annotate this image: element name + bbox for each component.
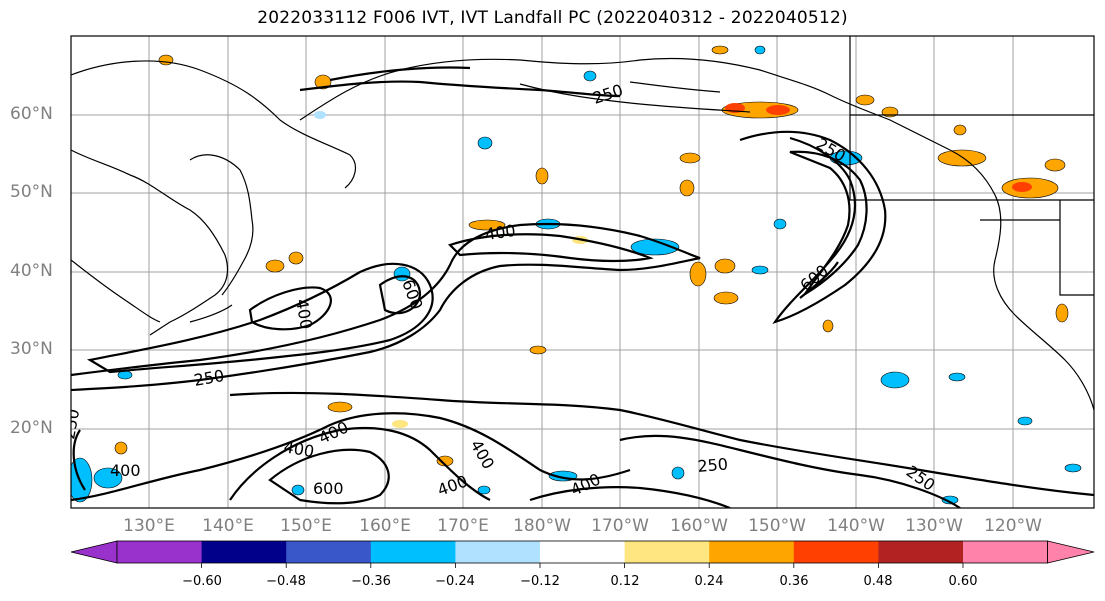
colorbar-tick-label: −0.60: [182, 574, 222, 589]
map-title: 2022033112 F006 IVT, IVT Landfall PC (20…: [257, 8, 848, 28]
lon-label: 160°E: [359, 516, 411, 536]
colorbar-segment: [709, 541, 795, 563]
colorbar-segment: [455, 541, 541, 563]
lon-label: 150°E: [280, 516, 332, 536]
colorbar-tick-label: −0.24: [435, 574, 475, 589]
pc-shading: [71, 45, 1082, 505]
contour-label: 250: [697, 454, 729, 476]
colorbar-segment: [878, 541, 964, 563]
map-area: 250 250 400 400 600 600 250 250 400 400 …: [71, 36, 1094, 508]
colorbar-segment: [963, 541, 1049, 563]
lat-label-30n: 30°N: [10, 339, 53, 359]
lon-label: 130°W: [905, 516, 963, 536]
colorbar-segment: [540, 541, 626, 563]
colorbar-extend-high: [1047, 540, 1095, 564]
lat-label-50n: 50°N: [10, 182, 53, 202]
lon-label: 140°W: [827, 516, 885, 536]
colorbar-segment: [793, 541, 879, 563]
lon-label: 170°E: [437, 516, 489, 536]
lon-label: 150°W: [748, 516, 806, 536]
colorbar-outline: [116, 540, 1048, 564]
cool-patches: [71, 45, 1082, 505]
colorbar-tick-label: −0.48: [266, 574, 306, 589]
contour-label: 600: [313, 479, 344, 498]
colorbar-tick-label: 0.60: [948, 574, 978, 589]
lon-label: 130°E: [123, 516, 175, 536]
colorbar-tick-label: 0.24: [694, 574, 724, 589]
colorbar-tick-label: 0.36: [779, 574, 809, 589]
lon-label: 170°W: [591, 516, 649, 536]
ivt-contours: [71, 66, 1094, 508]
contour-label: 400: [484, 221, 517, 244]
lat-label-20n: 20°N: [10, 418, 53, 438]
colorbar-segment: [286, 541, 372, 563]
lat-label-40n: 40°N: [10, 261, 53, 281]
lon-label: 140°E: [202, 516, 254, 536]
warm-patches: [114, 45, 1069, 467]
colorbar-extend-low: [70, 540, 118, 564]
colorbar-tick-label: −0.36: [351, 574, 391, 589]
colorbar-segment: [201, 541, 287, 563]
colorbar-segment: [117, 541, 203, 563]
contour-label: 400: [110, 461, 141, 480]
colorbar-segment: [624, 541, 710, 563]
lon-label: 180°W: [513, 516, 571, 536]
colorbar-tick-label: −0.12: [520, 574, 560, 589]
lon-label: 120°W: [984, 516, 1042, 536]
colorbar-tick-label: 0.12: [610, 574, 640, 589]
lon-label: 160°W: [670, 516, 728, 536]
colorbar-tick-label: 0.48: [863, 574, 893, 589]
map-frame: [70, 35, 1095, 509]
lat-label-60n: 60°N: [10, 104, 53, 124]
colorbar-segment: [370, 541, 456, 563]
colorbar: [70, 540, 1095, 568]
